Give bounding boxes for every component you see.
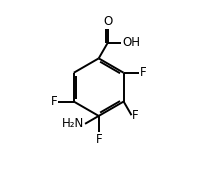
Text: F: F xyxy=(51,95,57,108)
Text: O: O xyxy=(103,15,112,28)
Text: F: F xyxy=(132,109,139,122)
Text: OH: OH xyxy=(122,36,140,49)
Text: H₂N: H₂N xyxy=(62,117,84,130)
Text: F: F xyxy=(140,66,147,79)
Text: F: F xyxy=(95,133,102,146)
